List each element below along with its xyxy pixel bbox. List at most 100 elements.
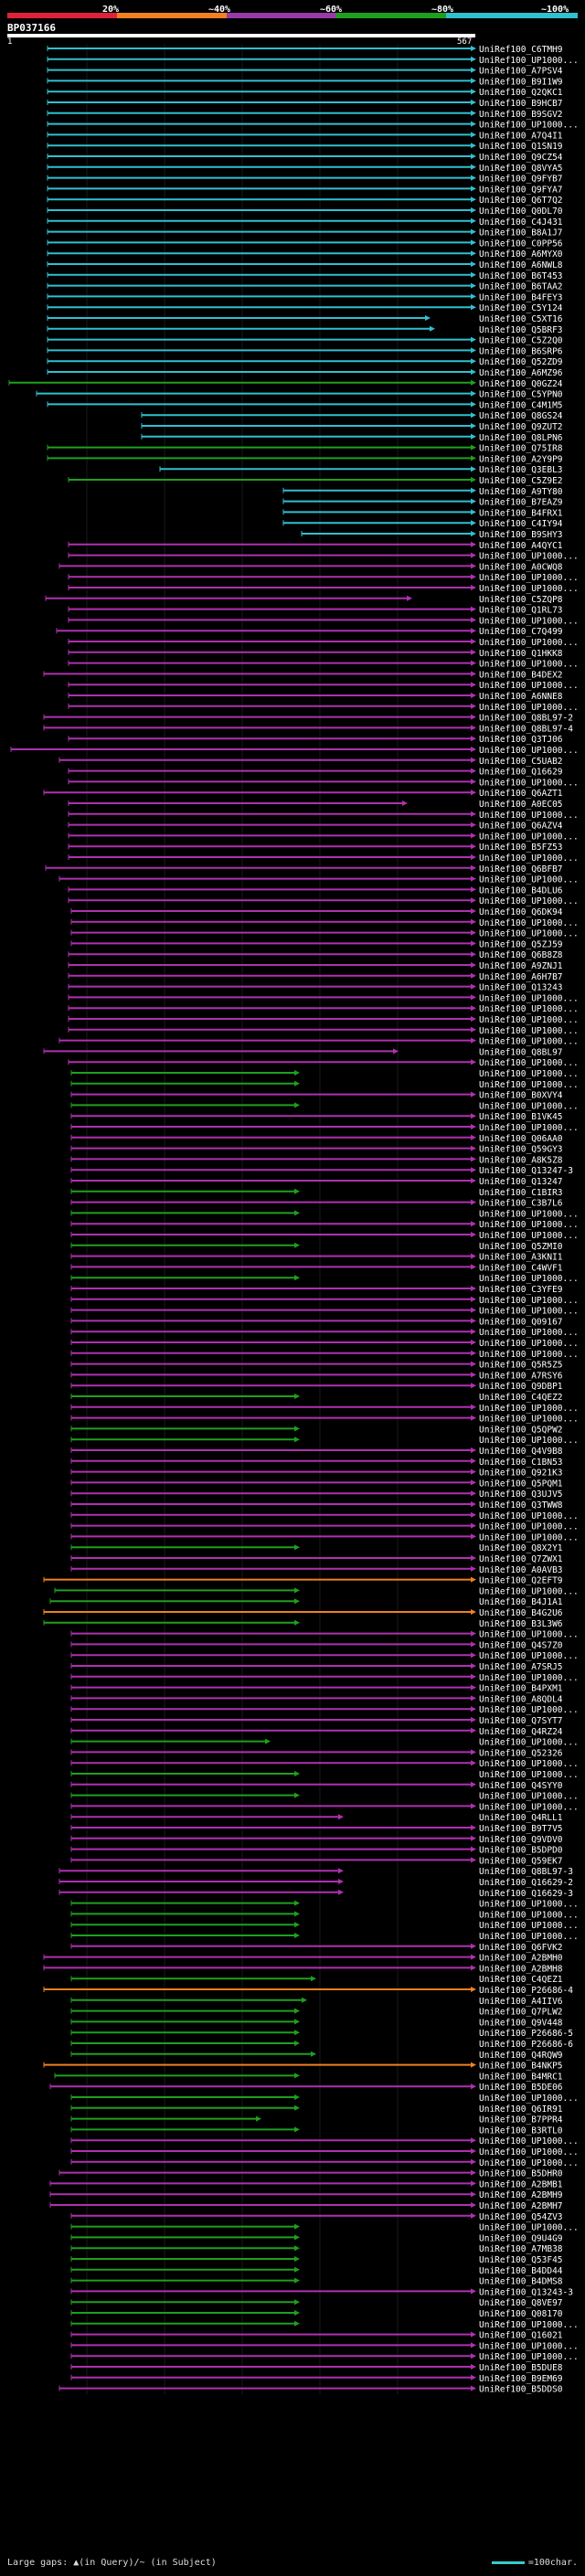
hit-row[interactable]: UniRef100_Q52ZD9 bbox=[47, 357, 563, 367]
hit-row[interactable]: UniRef100_Q9U4G9 bbox=[70, 2233, 563, 2243]
hit-row[interactable]: UniRef100_UP1000... bbox=[70, 2352, 579, 2362]
hit-row[interactable]: UniRef100_Q13247-3 bbox=[70, 1166, 573, 1176]
hit-row[interactable]: UniRef100_C4IY94 bbox=[282, 519, 563, 529]
hit-row[interactable]: UniRef100_UP1000... bbox=[70, 2158, 579, 2168]
hit-row[interactable]: UniRef100_P26686-6 bbox=[70, 2040, 573, 2050]
hit-row[interactable]: UniRef100_Q9FYB7 bbox=[47, 175, 563, 185]
hit-row[interactable]: UniRef100_Q7SYT7 bbox=[70, 1716, 563, 1726]
hit-row[interactable]: UniRef100_Q5ZMI0 bbox=[70, 1242, 563, 1252]
hit-row[interactable]: UniRef100_Q4RZ24 bbox=[70, 1727, 563, 1737]
hit-row[interactable]: UniRef100_UP1000... bbox=[70, 1274, 579, 1284]
hit-row[interactable]: UniRef100_UP1000... bbox=[70, 1921, 579, 1931]
hit-row[interactable]: UniRef100_B4J1A1 bbox=[49, 1597, 563, 1607]
hit-row[interactable]: UniRef100_UP1000... bbox=[70, 1522, 579, 1532]
hit-row[interactable]: UniRef100_Q8BL97-3 bbox=[58, 1867, 573, 1877]
hit-row[interactable]: UniRef100_B4FEY3 bbox=[47, 292, 563, 302]
hit-row[interactable]: UniRef100_UP1000... bbox=[70, 1511, 579, 1521]
hit-row[interactable]: UniRef100_B5DE06 bbox=[49, 2083, 563, 2093]
hit-row[interactable]: UniRef100_Q5QPW2 bbox=[70, 1425, 563, 1435]
hit-row[interactable]: UniRef100_B3RTL0 bbox=[70, 2125, 563, 2136]
hit-row[interactable]: UniRef100_UP1000... bbox=[10, 746, 579, 756]
hit-row[interactable]: UniRef100_UP1000... bbox=[68, 584, 579, 594]
hit-row[interactable]: UniRef100_B6SRP6 bbox=[47, 346, 563, 356]
hit-row[interactable]: UniRef100_Q8BL97-2 bbox=[43, 714, 573, 724]
hit-row[interactable]: UniRef100_UP1000... bbox=[70, 2136, 579, 2147]
hit-row[interactable]: UniRef100_UP1000... bbox=[47, 56, 579, 66]
hit-row[interactable]: UniRef100_UP1000... bbox=[70, 1101, 579, 1111]
hit-row[interactable]: UniRef100_A6MYX0 bbox=[47, 249, 563, 260]
hit-row[interactable]: UniRef100_UP1000... bbox=[70, 1792, 579, 1802]
hit-row[interactable]: UniRef100_UP1000... bbox=[68, 832, 579, 842]
hit-row[interactable]: UniRef100_Q2QKC1 bbox=[47, 88, 563, 98]
hit-row[interactable]: UniRef100_B9SHY3 bbox=[301, 530, 563, 540]
hit-row[interactable]: UniRef100_UP1000... bbox=[68, 896, 579, 906]
hit-row[interactable]: UniRef100_UP1000... bbox=[70, 1705, 579, 1715]
hit-row[interactable]: UniRef100_A2BMH9 bbox=[49, 2190, 563, 2200]
hit-row[interactable]: UniRef100_B4MRC1 bbox=[54, 2072, 563, 2082]
hit-row[interactable]: UniRef100_Q3TJ06 bbox=[68, 735, 563, 745]
hit-row[interactable]: UniRef100_UP1000... bbox=[70, 2341, 579, 2351]
hit-row[interactable]: UniRef100_C3YFE9 bbox=[70, 1285, 563, 1295]
hit-row[interactable]: UniRef100_Q8VE97 bbox=[70, 2298, 563, 2308]
hit-row[interactable]: UniRef100_Q53F45 bbox=[70, 2255, 563, 2265]
hit-row[interactable]: UniRef100_C5XT16 bbox=[47, 314, 563, 324]
hit-row[interactable]: UniRef100_A6MZ96 bbox=[47, 368, 563, 378]
hit-row[interactable]: UniRef100_B5DUE8 bbox=[70, 2363, 563, 2373]
hit-row[interactable]: UniRef100_B6TAA2 bbox=[47, 282, 563, 292]
hit-row[interactable]: UniRef100_C4M1M5 bbox=[47, 400, 563, 410]
hit-row[interactable]: UniRef100_A2BMB1 bbox=[49, 2179, 563, 2189]
hit-row[interactable]: UniRef100_Q13243-3 bbox=[70, 2287, 573, 2297]
hit-row[interactable]: UniRef100_A7RSY6 bbox=[70, 1371, 563, 1381]
hit-row[interactable]: UniRef100_B7EAZ9 bbox=[282, 498, 563, 508]
hit-row[interactable]: UniRef100_A4QYC1 bbox=[68, 541, 563, 551]
hit-row[interactable]: UniRef100_UP1000... bbox=[70, 918, 579, 928]
hit-row[interactable]: UniRef100_A8QDL4 bbox=[70, 1694, 563, 1704]
hit-row[interactable]: UniRef100_Q6AZV4 bbox=[68, 822, 563, 832]
hit-row[interactable]: UniRef100_UP1000... bbox=[70, 1350, 579, 1360]
hit-row[interactable]: UniRef100_A3KNI1 bbox=[70, 1253, 563, 1263]
hit-row[interactable]: UniRef100_UP1000... bbox=[70, 1209, 579, 1219]
hit-row[interactable]: UniRef100_Q6T7Q2 bbox=[47, 196, 563, 206]
hit-row[interactable]: UniRef100_Q0DL70 bbox=[47, 207, 563, 217]
hit-row[interactable]: UniRef100_UP1000... bbox=[70, 1328, 579, 1338]
hit-row[interactable]: UniRef100_Q4S7Z0 bbox=[70, 1640, 563, 1650]
hit-row[interactable]: UniRef100_Q06AA0 bbox=[70, 1134, 563, 1144]
hit-row[interactable]: UniRef100_Q3EBL3 bbox=[159, 465, 563, 475]
hit-row[interactable]: UniRef100_B4DMS8 bbox=[70, 2277, 563, 2287]
hit-row[interactable]: UniRef100_C4J431 bbox=[47, 217, 563, 228]
hit-row[interactable]: UniRef100_UP1000... bbox=[70, 1759, 579, 1769]
hit-row[interactable]: UniRef100_UP1000... bbox=[70, 1415, 579, 1425]
hit-row[interactable]: UniRef100_C0PP56 bbox=[47, 239, 563, 249]
hit-row[interactable]: UniRef100_Q9VDV0 bbox=[70, 1835, 563, 1845]
hit-row[interactable]: UniRef100_UP1000... bbox=[70, 1738, 579, 1748]
hit-row[interactable]: UniRef100_C5UAB2 bbox=[58, 757, 563, 767]
hit-row[interactable]: UniRef100_C1BIR3 bbox=[70, 1188, 563, 1198]
hit-row[interactable]: UniRef100_Q5R5Z5 bbox=[70, 1361, 563, 1371]
hit-row[interactable]: UniRef100_Q3UJV5 bbox=[70, 1489, 563, 1500]
hit-row[interactable]: UniRef100_B5FZ53 bbox=[68, 843, 563, 853]
hit-row[interactable]: UniRef100_Q8X2Y1 bbox=[70, 1543, 563, 1553]
hit-row[interactable]: UniRef100_Q6BFB7 bbox=[45, 864, 563, 875]
hit-row[interactable]: UniRef100_B0XVY4 bbox=[70, 1091, 563, 1101]
hit-row[interactable]: UniRef100_UP1000... bbox=[68, 660, 579, 670]
hit-row[interactable]: UniRef100_A7SRJ5 bbox=[70, 1662, 563, 1672]
hit-row[interactable]: UniRef100_UP1000... bbox=[70, 1404, 579, 1414]
hit-row[interactable]: UniRef100_Q59EK7 bbox=[70, 1856, 563, 1866]
hit-row[interactable]: UniRef100_Q921K3 bbox=[70, 1468, 563, 1479]
hit-row[interactable]: UniRef100_A6NWL8 bbox=[47, 260, 563, 270]
hit-row[interactable]: UniRef100_A2BMH7 bbox=[49, 2201, 563, 2211]
hit-row[interactable]: UniRef100_Q7ZWX1 bbox=[70, 1554, 563, 1564]
hit-row[interactable]: UniRef100_B9I1W9 bbox=[47, 77, 563, 87]
hit-row[interactable]: UniRef100_UP1000... bbox=[68, 993, 579, 1003]
hit-row[interactable]: UniRef100_UP1000... bbox=[68, 703, 579, 713]
hit-row[interactable]: UniRef100_A2BMH8 bbox=[43, 1964, 563, 1974]
hit-row[interactable]: UniRef100_Q9DBP1 bbox=[70, 1382, 563, 1392]
hit-row[interactable]: UniRef100_Q09167 bbox=[70, 1317, 563, 1327]
hit-row[interactable]: UniRef100_Q9ZUT2 bbox=[141, 422, 563, 432]
hit-row[interactable]: UniRef100_C4QEZ2 bbox=[70, 1393, 563, 1403]
hit-row[interactable]: UniRef100_A9TY80 bbox=[282, 487, 563, 497]
hit-row[interactable]: UniRef100_Q9V448 bbox=[70, 2018, 563, 2028]
hit-row[interactable]: UniRef100_Q6IR91 bbox=[70, 2104, 563, 2115]
hit-row[interactable]: UniRef100_Q2EFT9 bbox=[43, 1576, 563, 1586]
hit-row[interactable]: UniRef100_B7PPR4 bbox=[70, 2115, 563, 2125]
